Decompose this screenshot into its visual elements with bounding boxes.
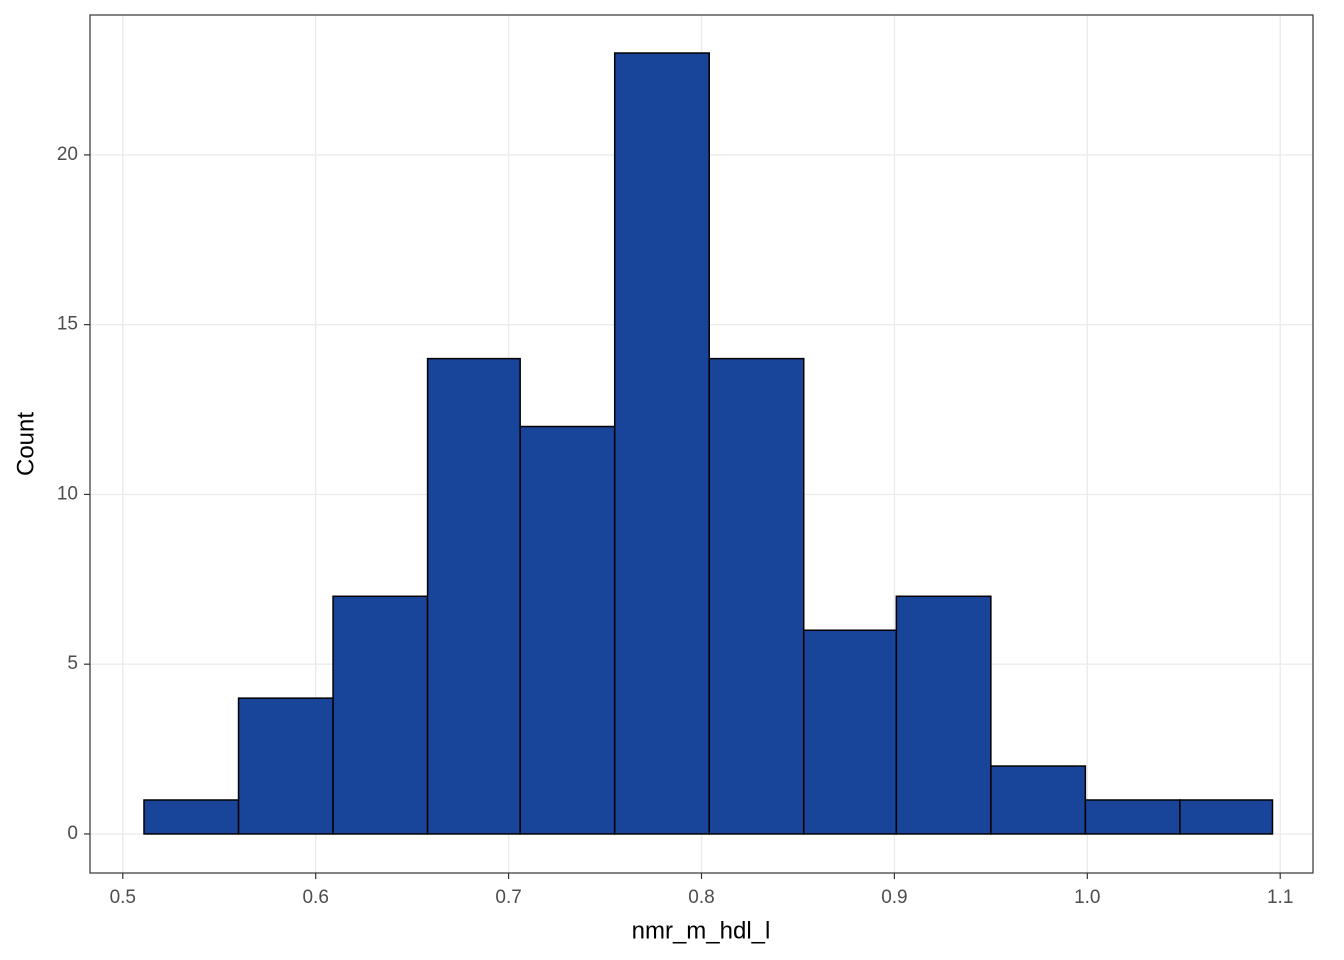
x-tick-label: 0.6	[302, 887, 328, 908]
y-tick-label: 0	[67, 823, 78, 844]
bar	[802, 629, 898, 835]
bar	[708, 357, 805, 835]
bar	[1084, 799, 1181, 835]
y-tick-label: 20	[57, 144, 78, 165]
x-tick-label: 1.0	[1074, 887, 1100, 908]
x-tick-label: 0.9	[881, 887, 907, 908]
x-tick-label: 0.5	[110, 887, 136, 908]
x-tick-label: 0.8	[688, 887, 714, 908]
x-tick-label: 0.7	[495, 887, 521, 908]
bar	[613, 52, 710, 835]
y-axis-title: Count	[12, 412, 39, 476]
bar	[990, 765, 1087, 835]
bar	[519, 425, 616, 835]
x-tick-label: 1.1	[1267, 887, 1293, 908]
bar	[237, 697, 334, 835]
y-tick-label: 15	[57, 314, 78, 335]
bar	[426, 357, 521, 835]
bars	[143, 52, 1274, 835]
y-tick-label: 5	[67, 653, 78, 674]
axes: 0 5 10 15 20 0.5 0.6 0.7 0.8 0.9 1.0 1.1	[57, 144, 1294, 908]
bar	[143, 799, 240, 835]
bar	[332, 595, 429, 835]
y-tick-label: 10	[57, 483, 78, 504]
x-axis-title: nmr_m_hdl_l	[632, 917, 771, 944]
bar	[895, 595, 992, 835]
bar	[1179, 799, 1274, 835]
